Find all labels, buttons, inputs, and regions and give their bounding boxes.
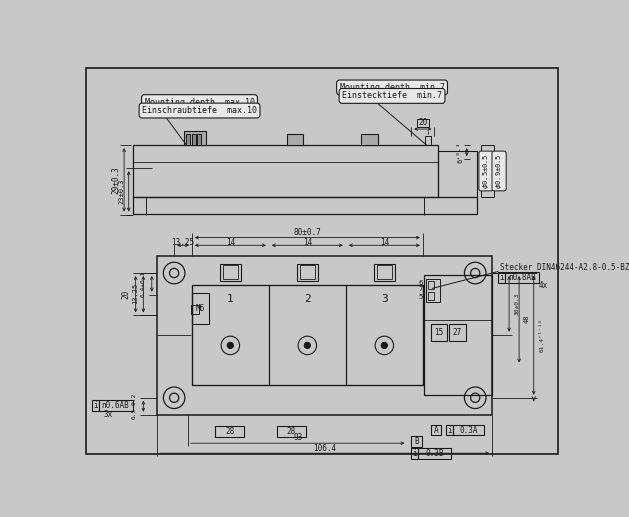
Text: Stecker DIN46244-A2.8-0.5-BZ: Stecker DIN46244-A2.8-0.5-BZ [500, 263, 629, 272]
Bar [411, 448, 418, 459]
Text: 6.5-0.2: 6.5-0.2 [131, 393, 136, 419]
Bar [374, 264, 395, 281]
Text: 106.4: 106.4 [313, 444, 337, 453]
Bar [453, 424, 484, 435]
Text: 14: 14 [380, 238, 389, 247]
Text: 28: 28 [225, 427, 234, 436]
Text: n0.6AB: n0.6AB [102, 401, 130, 410]
Bar [192, 285, 269, 386]
Text: 48: 48 [524, 315, 530, 324]
Text: 4x: 4x [538, 281, 548, 290]
Text: i: i [93, 401, 97, 410]
Text: 3x: 3x [103, 410, 113, 419]
Bar [299, 265, 315, 279]
Bar [192, 285, 423, 386]
Text: Einschraubtiefe  max.10: Einschraubtiefe max.10 [142, 106, 257, 115]
Text: A: A [433, 425, 438, 435]
Text: 30±0.3: 30±0.3 [515, 293, 520, 315]
Text: 28: 28 [287, 427, 296, 436]
Text: 2: 2 [304, 294, 311, 304]
Text: i: i [499, 273, 504, 282]
Bar [192, 293, 209, 324]
Bar [428, 292, 435, 300]
Circle shape [304, 342, 311, 348]
Bar [215, 426, 244, 437]
Bar [438, 151, 477, 197]
Bar [505, 272, 539, 283]
Text: i: i [413, 449, 417, 458]
Bar [449, 324, 466, 341]
Text: 29±0.3: 29±0.3 [111, 166, 120, 194]
Bar [186, 134, 191, 145]
Bar [92, 400, 99, 411]
Bar [157, 256, 492, 415]
Bar [133, 197, 477, 215]
Circle shape [227, 342, 233, 348]
Text: Einstecktiefe  min.7: Einstecktiefe min.7 [342, 92, 442, 100]
Text: 20: 20 [122, 290, 131, 299]
Text: 13.25: 13.25 [172, 238, 194, 247]
Bar [430, 424, 442, 435]
Text: 27: 27 [453, 328, 462, 337]
Text: 80±0.7: 80±0.7 [294, 229, 321, 237]
Text: 13.25: 13.25 [133, 283, 138, 305]
Text: 0.3B: 0.3B [425, 449, 443, 458]
Bar [198, 134, 201, 145]
Text: $\phi$0.9±0.5: $\phi$0.9±0.5 [494, 153, 504, 189]
Text: 61.4⁺¹⁻¹⁴: 61.4⁺¹⁻¹⁴ [540, 318, 545, 352]
Bar [220, 264, 241, 281]
Circle shape [381, 342, 387, 348]
Bar [377, 265, 392, 279]
Bar [418, 448, 450, 459]
Bar [425, 136, 431, 145]
Bar [296, 264, 318, 281]
Bar [223, 265, 238, 279]
Text: Mounting depth  min.7: Mounting depth min.7 [340, 83, 445, 92]
Bar [277, 426, 306, 437]
Text: 14: 14 [226, 238, 235, 247]
Text: 6⁺⁰·³: 6⁺⁰·³ [457, 142, 464, 163]
Bar [430, 324, 447, 341]
Text: 20: 20 [418, 118, 428, 127]
Bar [411, 436, 422, 447]
Bar [428, 281, 435, 289]
Bar [191, 305, 199, 314]
Text: 1: 1 [227, 294, 234, 304]
Bar [446, 424, 453, 435]
Bar [99, 400, 133, 411]
Text: Mounting depth  max.10: Mounting depth max.10 [145, 98, 255, 107]
Bar [346, 285, 423, 386]
Bar [416, 119, 429, 127]
Text: 93: 93 [293, 433, 303, 443]
Text: B: B [415, 437, 419, 446]
Bar [426, 279, 440, 302]
Text: 14: 14 [303, 238, 312, 247]
Bar [269, 285, 346, 386]
Text: n0.8AB: n0.8AB [508, 273, 536, 282]
Bar [425, 276, 492, 396]
Text: $\phi$0.5±0.5: $\phi$0.5±0.5 [481, 153, 491, 189]
Text: 15: 15 [435, 328, 443, 337]
Text: i: i [447, 425, 452, 435]
Text: 5: 5 [418, 294, 423, 300]
Text: 6: 6 [418, 280, 423, 286]
Text: 23±0.3: 23±0.3 [118, 179, 124, 204]
Bar [361, 134, 378, 145]
Text: M6: M6 [196, 304, 205, 313]
Bar [287, 134, 304, 145]
Bar [192, 134, 196, 145]
Bar [498, 272, 505, 283]
Text: 3: 3 [381, 294, 387, 304]
Text: 7: 7 [418, 286, 423, 292]
Text: 0.3A: 0.3A [459, 425, 477, 435]
Bar [184, 131, 206, 145]
Bar [133, 145, 438, 197]
Text: 6.4±0.1: 6.4±0.1 [141, 271, 146, 297]
